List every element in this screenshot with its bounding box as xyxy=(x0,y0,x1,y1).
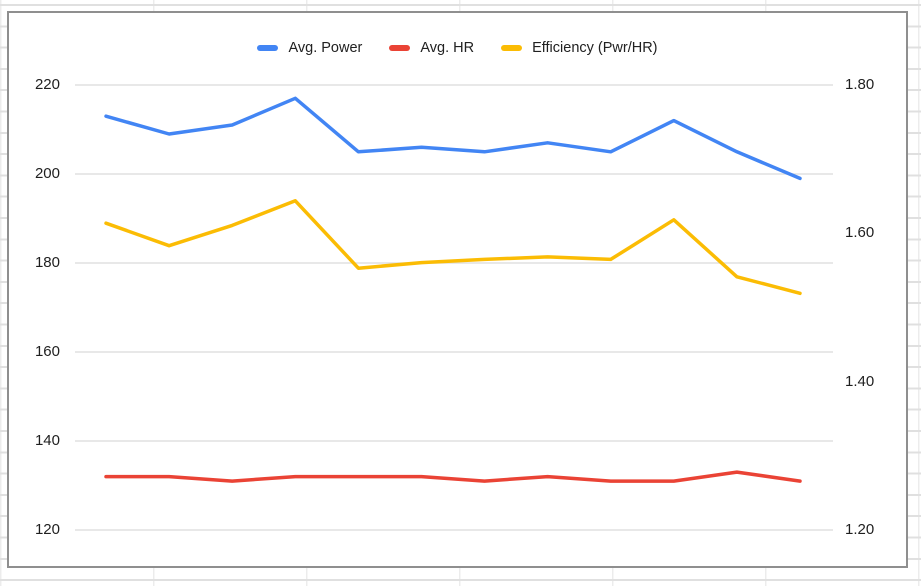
legend-label: Avg. Power xyxy=(288,40,363,56)
series-line-avg-hr xyxy=(104,470,802,483)
right-axis-tick-label: 1.60 xyxy=(845,224,875,241)
series-line-avg-power xyxy=(104,96,802,181)
chart-legend: Avg. Power Avg. HR Efficiency (Pwr/HR) xyxy=(7,38,908,58)
left-axis-tick-label: 180 xyxy=(34,254,60,271)
chart-object[interactable]: Avg. Power Avg. HR Efficiency (Pwr/HR) 220… xyxy=(7,11,908,568)
left-axis-tick-label: 160 xyxy=(34,343,60,360)
legend-item-avg-hr[interactable]: Avg. HR xyxy=(389,40,474,56)
left-axis-tick-label: 140 xyxy=(34,432,60,449)
chart-plot-area xyxy=(75,84,833,531)
legend-swatch-icon xyxy=(389,45,411,51)
series-line-efficiency-pwr-hr- xyxy=(104,199,802,296)
left-axis-tick-label: 200 xyxy=(34,165,60,182)
legend-item-avg-power[interactable]: Avg. Power xyxy=(257,40,362,56)
right-axis-tick-label: 1.40 xyxy=(845,373,875,390)
right-axis-tick-label: 1.80 xyxy=(845,76,875,93)
legend-item-efficiency-pwr-hr-[interactable]: Efficiency (Pwr/HR) xyxy=(501,40,658,56)
legend-swatch-icon xyxy=(501,45,523,51)
left-axis-tick-label: 220 xyxy=(34,76,60,93)
legend-label: Avg. HR xyxy=(420,40,475,56)
left-axis-tick-label: 120 xyxy=(34,521,60,538)
legend-swatch-icon xyxy=(257,45,279,51)
legend-label: Efficiency (Pwr/HR) xyxy=(532,40,658,56)
right-axis-tick-label: 1.20 xyxy=(845,521,875,538)
